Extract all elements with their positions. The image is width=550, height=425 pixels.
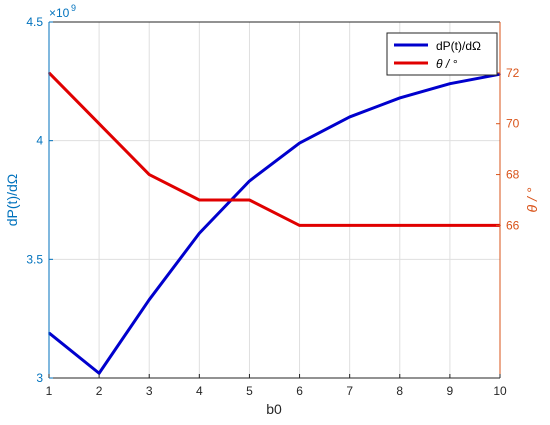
data-point-dp <box>248 180 251 182</box>
x-axis-label: b0 <box>266 401 282 417</box>
x-tick-label: 6 <box>296 384 303 398</box>
y-right-tick-label: 72 <box>506 66 520 80</box>
legend-box <box>386 32 498 76</box>
x-tick-label: 4 <box>196 384 203 398</box>
y-left-exponent-power: 9 <box>71 3 76 13</box>
data-point-dp <box>98 372 100 375</box>
x-tick-label: 2 <box>96 384 103 398</box>
data-point-dp <box>298 142 301 144</box>
y-right-tick-label: 68 <box>506 168 520 182</box>
data-point-theta <box>248 199 251 201</box>
y-right-tick-label: 70 <box>506 117 520 131</box>
x-tick-label: 3 <box>146 384 153 398</box>
data-point-dp <box>348 116 351 118</box>
legend-label-theta: θ / ° <box>436 57 458 71</box>
y-left-tick-label: 3.5 <box>26 252 43 266</box>
x-tick-label: 8 <box>396 384 403 398</box>
data-point-theta <box>148 173 151 176</box>
plot-background <box>49 22 500 378</box>
data-point-theta <box>348 224 351 227</box>
y-left-exponent-base: ×10 <box>49 6 70 20</box>
y-left-tick-label: 3 <box>36 371 43 385</box>
data-point-theta <box>398 224 401 227</box>
data-point-dp <box>198 232 201 235</box>
data-point-theta <box>98 122 100 125</box>
tick-labels: 1 2 3 4 5 6 7 8 9 10 3 3.5 4 4.5 66 68 70 72 <box>26 15 519 398</box>
x-tick-label: 9 <box>447 384 454 398</box>
x-tick-label: 7 <box>346 384 353 398</box>
series-line-theta <box>47 71 500 227</box>
y-left-tick-label: 4.5 <box>26 15 43 29</box>
series-layer <box>47 71 501 375</box>
y-right-axis-label: θ / ° <box>524 187 540 212</box>
legend-label-dp: dP(t)/dΩ <box>436 39 481 53</box>
y-left-tick-label: 4 <box>36 134 43 148</box>
x-tick-label: 1 <box>46 384 53 398</box>
data-point-theta <box>298 224 301 227</box>
y-right-tick-label: 66 <box>506 218 520 232</box>
axes-frame <box>48 21 501 379</box>
data-point-dp <box>398 97 401 99</box>
series-line-dp <box>48 72 501 375</box>
data-point-dp <box>148 298 151 301</box>
x-tick-label: 5 <box>246 384 253 398</box>
y-left-axis-label: dP(t)/dΩ <box>4 174 20 226</box>
data-point-theta <box>198 199 201 201</box>
x-tick-label: 10 <box>493 384 507 398</box>
data-point-theta <box>449 224 451 227</box>
legend: dP(t)/dΩ θ / ° <box>386 32 498 76</box>
data-point-dp <box>449 82 451 85</box>
